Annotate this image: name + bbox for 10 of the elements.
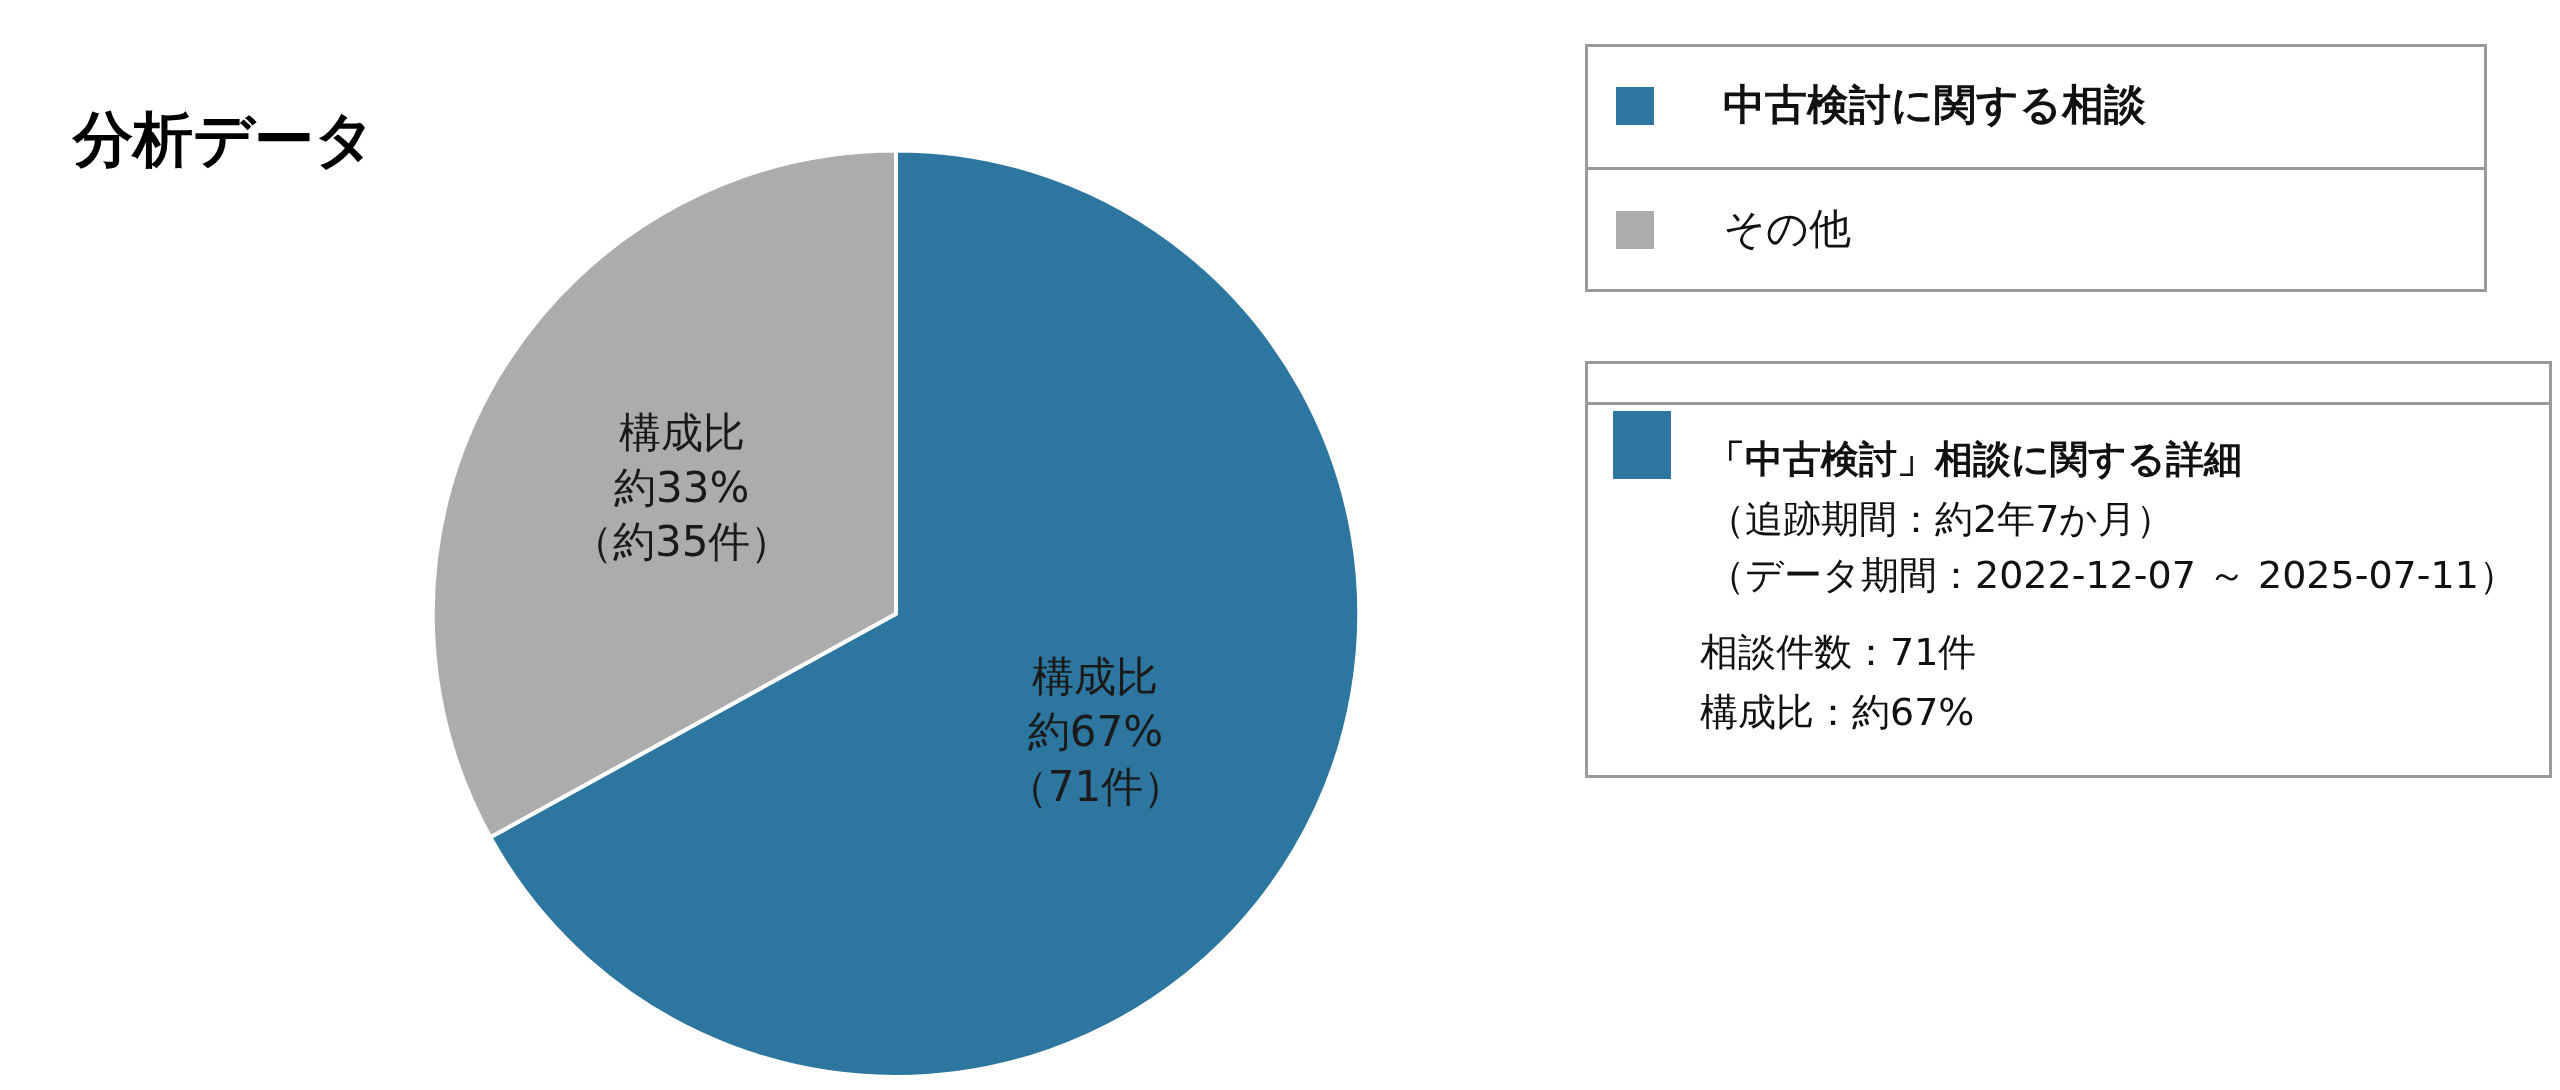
text: 「中古検討」相談に関する詳細 <box>1707 437 2242 483</box>
text: 相談件数：71件 <box>1700 630 1977 676</box>
data-label: 構成比約67%（71件） <box>1005 652 1186 811</box>
text: 構成比：約67% <box>1700 690 1975 736</box>
data-label: 構成比約33%（約35件） <box>570 407 793 567</box>
text: 分析データ <box>71 104 375 174</box>
text: （追跡期間：約2年7か月） <box>1707 497 2175 543</box>
legend-label: その他 <box>1723 204 1851 255</box>
text: （データ期間：2022-12-07 ～ 2025-07-11） <box>1707 553 2517 599</box>
legend-label: 中古検討に関する相談 <box>1723 80 2146 131</box>
